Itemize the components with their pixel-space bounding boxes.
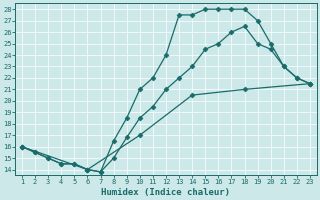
X-axis label: Humidex (Indice chaleur): Humidex (Indice chaleur) [101,188,230,197]
